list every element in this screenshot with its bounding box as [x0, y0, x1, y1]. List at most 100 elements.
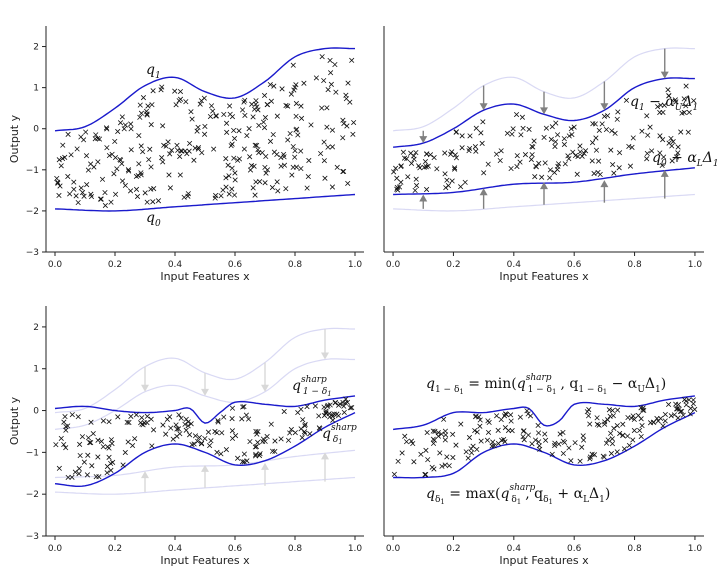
y-tick-label: −2: [26, 207, 39, 217]
x-tick-label: 0.6: [567, 544, 582, 554]
data-point: [692, 406, 698, 412]
data-point: [600, 453, 606, 459]
data-point: [443, 185, 449, 191]
data-point: [75, 199, 81, 206]
data-point: [593, 147, 600, 153]
data-point: [292, 430, 298, 436]
data-point: [236, 128, 242, 134]
data-point: [638, 405, 644, 411]
x-tick-label: 0.2: [446, 544, 460, 554]
data-point: [68, 152, 74, 158]
data-point: [93, 474, 99, 480]
data-point: [74, 146, 80, 152]
data-point: [194, 128, 200, 134]
data-point: [81, 459, 87, 465]
data-point: [136, 161, 142, 167]
data-point: [602, 419, 608, 425]
data-point: [148, 122, 154, 128]
data-point: [552, 440, 558, 446]
data-point: [532, 437, 539, 443]
shift-arrow-head: [201, 464, 209, 472]
data-point: [676, 406, 682, 412]
data-point: [298, 148, 304, 154]
data-point: [640, 407, 646, 413]
data-point: [444, 177, 450, 183]
data-point: [408, 160, 415, 166]
data-point: [188, 109, 194, 115]
data-point: [603, 126, 610, 133]
data-point: [438, 431, 445, 437]
data-point: [243, 412, 249, 418]
data-point: [594, 415, 600, 421]
data-point: [535, 430, 542, 436]
data-point: [87, 439, 93, 446]
data-point: [411, 153, 417, 159]
data-point: [177, 172, 183, 178]
shift-arrow-head: [321, 352, 329, 360]
data-point: [566, 156, 572, 162]
data-point: [255, 147, 261, 153]
data-point: [608, 147, 614, 153]
data-point: [202, 123, 208, 129]
data-point: [262, 180, 268, 186]
data-point: [255, 107, 261, 113]
x-tick-label: 0.8: [627, 544, 642, 554]
x-tick-label: 0.2: [108, 544, 122, 554]
data-point: [630, 135, 636, 141]
data-point: [543, 437, 549, 443]
series-q-sharp-delta-1-: [54, 411, 356, 487]
data-point: [81, 193, 87, 199]
data-point: [627, 163, 634, 169]
data-point: [596, 422, 602, 428]
data-point: [128, 413, 134, 419]
x-tick-label: 0.0: [386, 544, 401, 554]
data-point: [283, 186, 289, 192]
data-point: [293, 100, 299, 107]
data-point: [560, 450, 566, 457]
data-point: [108, 467, 114, 473]
data-point: [319, 105, 325, 111]
data-point: [319, 54, 325, 60]
data-point: [177, 96, 184, 102]
data-point: [146, 156, 152, 163]
data-point: [423, 471, 429, 478]
data-point: [570, 149, 576, 155]
data-point: [322, 175, 328, 181]
data-point: [498, 416, 504, 423]
data-point: [332, 400, 338, 406]
data-point: [56, 157, 62, 163]
data-point: [318, 150, 324, 157]
data-point: [424, 429, 430, 436]
data-point: [304, 404, 310, 410]
data-point: [508, 412, 514, 418]
data-point: [199, 150, 205, 156]
data-point: [614, 407, 621, 413]
x-tick-label: 1.0: [688, 544, 703, 554]
data-point: [255, 428, 261, 435]
y-axis-label: Output y: [8, 114, 21, 163]
data-point: [176, 412, 182, 418]
data-point: [594, 421, 600, 427]
shift-arrow-head: [201, 388, 209, 396]
data-point: [485, 161, 491, 167]
data-point: [502, 411, 509, 417]
data-point: [675, 150, 681, 156]
data-point: [485, 429, 492, 435]
data-point: [529, 143, 535, 149]
data-point: [679, 110, 685, 116]
data-point: [287, 130, 293, 137]
data-point: [192, 145, 198, 151]
data-point: [453, 442, 459, 448]
data-point: [178, 415, 184, 421]
data-point: [602, 421, 608, 427]
data-point: [185, 423, 191, 429]
data-point: [289, 172, 295, 178]
data-point: [477, 423, 483, 429]
data-point: [236, 156, 243, 162]
data-point: [272, 448, 278, 455]
data-point: [394, 175, 400, 181]
data-point: [167, 414, 173, 420]
data-point: [597, 171, 603, 178]
data-point: [526, 126, 532, 132]
data-point: [399, 450, 405, 456]
